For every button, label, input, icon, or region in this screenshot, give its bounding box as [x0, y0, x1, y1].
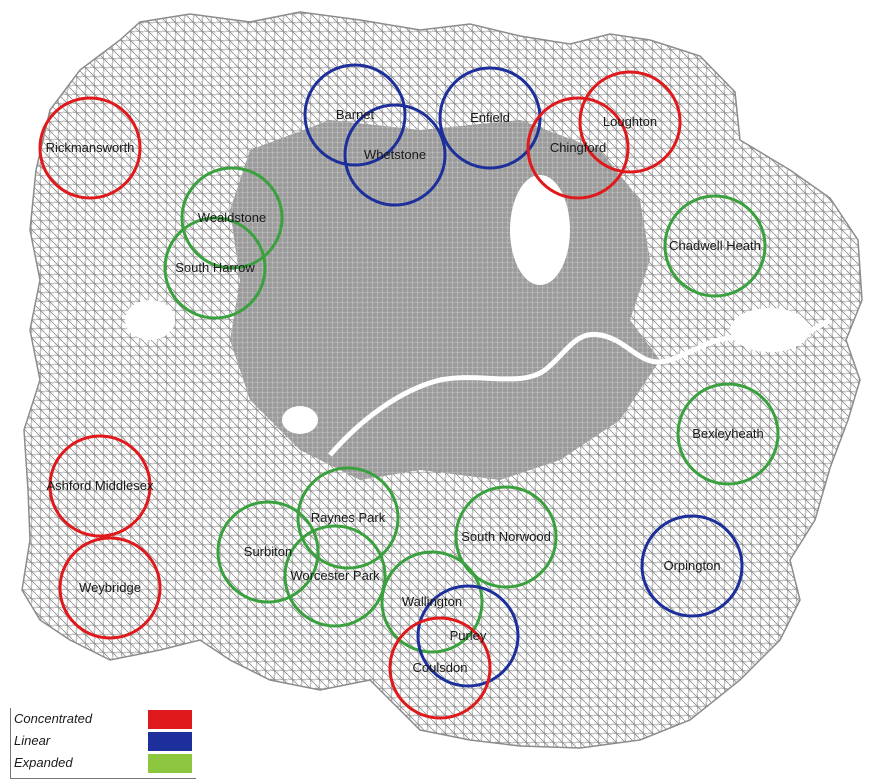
town-circle-wallington [380, 550, 484, 654]
town-circle-weybridge [58, 536, 162, 640]
town-label-loughton: Loughton [603, 114, 657, 129]
town-label-orpington: Orpington [663, 558, 720, 573]
town-circle-bexleyheath [676, 382, 780, 486]
town-label-south-harrow: South Harrow [175, 260, 255, 275]
town-label-worcester-park: Worcester Park [290, 568, 380, 583]
open-space-lea-valley [510, 175, 570, 285]
town-label-coulsdon: Coulsdon [413, 660, 468, 675]
legend-swatch-expanded [148, 754, 192, 773]
town-circle-south-harrow [163, 216, 267, 320]
town-circle-barnet [303, 63, 407, 167]
open-space-east [730, 308, 810, 352]
town-circle-loughton [578, 70, 682, 174]
town-label-surbiton: Surbiton [244, 544, 292, 559]
town-circle-south-norwood [454, 485, 558, 589]
town-label-south-norwood: South Norwood [461, 529, 551, 544]
open-space-richmond [282, 406, 318, 434]
town-circle-worcester-park [283, 524, 387, 628]
town-circles [38, 63, 780, 720]
town-label-enfield: Enfield [470, 110, 510, 125]
legend: Concentrated Linear Expanded [10, 708, 196, 779]
legend-item-linear: Linear [11, 730, 196, 752]
town-circle-purley [416, 584, 520, 688]
town-circle-enfield [438, 66, 542, 170]
town-label-wealdstone: Wealdstone [198, 210, 266, 225]
town-label-raynes-park: Raynes Park [311, 510, 386, 525]
legend-item-expanded: Expanded [11, 752, 196, 774]
town-circle-raynes-park [296, 466, 400, 570]
town-circle-whetstone [343, 103, 447, 207]
town-label-barnet: Barnet [336, 107, 375, 122]
town-label-bexleyheath: Bexleyheath [692, 426, 764, 441]
town-label-weybridge: Weybridge [79, 580, 141, 595]
legend-swatch-concentrated [148, 710, 192, 729]
town-labels: Rickmansworth Barnet Whetstone Enfield Ching… [46, 107, 764, 675]
open-space-west [125, 300, 175, 340]
town-circle-chingford [526, 96, 630, 200]
town-label-purley: Purley [450, 628, 487, 643]
legend-swatch-linear [148, 732, 192, 751]
town-circle-coulsdon [388, 616, 492, 720]
town-label-chadwell-heath: Chadwell Heath [669, 238, 761, 253]
legend-label: Expanded [14, 755, 73, 770]
legend-item-concentrated: Concentrated [11, 708, 196, 730]
town-circle-wealdstone [180, 166, 284, 270]
town-circle-surbiton [216, 500, 320, 604]
town-circle-chadwell-heath [663, 194, 767, 298]
town-label-ashford-middlesex: Ashford Middlesex [47, 478, 154, 493]
legend-label: Concentrated [14, 711, 93, 726]
town-label-chingford: Chingford [550, 140, 606, 155]
town-circle-orpington [640, 514, 744, 618]
town-circle-ashford-middlesex [48, 434, 152, 538]
legend-label: Linear [14, 733, 51, 748]
town-label-wallington: Wallington [402, 594, 462, 609]
town-circle-rickmansworth [38, 96, 142, 200]
town-label-rickmansworth: Rickmansworth [46, 140, 135, 155]
town-label-whetstone: Whetstone [364, 147, 426, 162]
